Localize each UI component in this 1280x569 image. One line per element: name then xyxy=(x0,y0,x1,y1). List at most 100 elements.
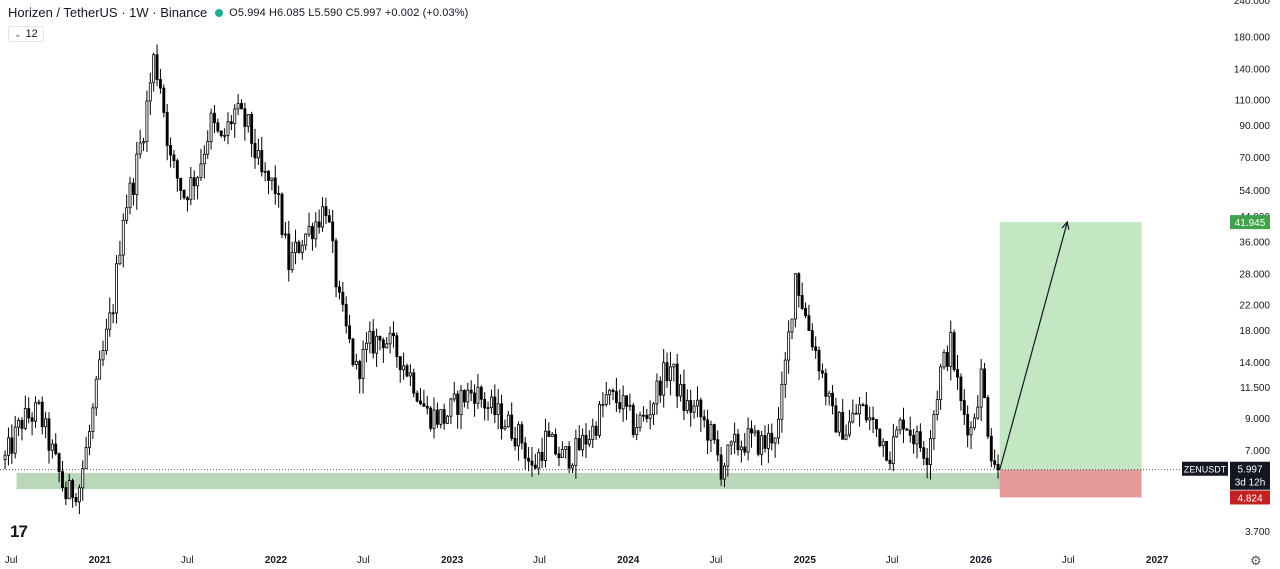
candle xyxy=(294,229,297,265)
candle xyxy=(442,403,446,430)
candle-body xyxy=(54,443,58,455)
candle xyxy=(138,129,142,159)
candle xyxy=(790,318,794,340)
ohlc-readout: O5.994 H6.085 L5.590 C5.997 +0.002 (+0.0… xyxy=(229,7,468,19)
y-tick-label: 22.000 xyxy=(1239,300,1270,311)
candle-body xyxy=(875,419,878,430)
candle-body xyxy=(847,421,851,436)
candle-body xyxy=(287,233,291,271)
candle-body xyxy=(469,389,473,394)
gear-icon[interactable]: ⚙ xyxy=(1250,553,1262,568)
candle xyxy=(625,395,628,420)
candle xyxy=(13,415,17,459)
candle xyxy=(682,369,686,421)
candle xyxy=(111,304,115,324)
candle xyxy=(273,165,277,205)
candle xyxy=(871,406,875,434)
candle xyxy=(905,427,909,431)
candle xyxy=(976,395,980,420)
candle-body xyxy=(304,233,308,246)
candle-body xyxy=(125,207,129,221)
candle-body xyxy=(631,404,635,436)
candle-body xyxy=(310,226,314,240)
candle-body xyxy=(402,365,406,371)
candle-body xyxy=(503,426,507,430)
candle-body xyxy=(44,418,48,428)
stop-price-badge xyxy=(1230,490,1270,505)
candle xyxy=(91,403,95,439)
candle-body xyxy=(743,446,747,453)
candle-body xyxy=(993,460,997,465)
candle xyxy=(716,430,720,462)
candle-body xyxy=(108,312,112,330)
candle-body xyxy=(449,398,453,417)
candle xyxy=(685,389,689,414)
candle-body xyxy=(554,434,558,455)
candle xyxy=(898,417,902,435)
candle-body xyxy=(793,273,797,320)
candle xyxy=(64,481,68,506)
x-tick-label: Jul xyxy=(533,555,546,566)
y-tick-label: 240.000 xyxy=(1234,0,1271,7)
candle xyxy=(925,448,929,479)
symbol-title[interactable]: Horizen / TetherUS · 1W · Binance xyxy=(8,5,208,20)
candle-body xyxy=(766,432,770,449)
candle-body xyxy=(550,434,554,437)
candle-body xyxy=(412,372,416,394)
candle xyxy=(777,407,780,445)
candle xyxy=(952,329,956,372)
candle-body xyxy=(243,108,247,127)
candle xyxy=(3,450,7,470)
candle-body xyxy=(283,233,287,236)
candle xyxy=(77,484,81,515)
candle-body xyxy=(560,449,564,458)
candle-body xyxy=(30,417,34,422)
tradingview-logo-icon[interactable]: 17 xyxy=(10,522,28,541)
candle-body xyxy=(169,145,173,156)
indicator-toggle[interactable]: ⌄ 12 xyxy=(8,26,44,42)
candle-body xyxy=(81,468,85,489)
candle-body xyxy=(854,412,858,415)
candle-body xyxy=(770,432,774,444)
candle xyxy=(479,385,483,408)
candle xyxy=(993,449,997,469)
candle-body xyxy=(246,114,250,127)
candle-body xyxy=(517,424,520,447)
candle-body xyxy=(935,399,939,415)
candle xyxy=(358,359,362,394)
candle-body xyxy=(152,54,156,84)
candle xyxy=(574,429,578,479)
candle-body xyxy=(628,404,632,407)
candle xyxy=(550,432,554,437)
candle-body xyxy=(976,406,980,419)
candle-body xyxy=(371,330,375,354)
target-price-badge xyxy=(1230,215,1270,230)
candle-body xyxy=(459,390,463,416)
candle-body xyxy=(584,434,588,445)
candle xyxy=(500,394,504,440)
candle-body xyxy=(348,325,352,340)
candle-body xyxy=(131,182,135,195)
candle-body xyxy=(145,100,149,142)
candle xyxy=(611,388,615,401)
candle xyxy=(172,150,176,169)
candle xyxy=(50,439,54,459)
candle xyxy=(354,353,358,370)
candle xyxy=(520,421,524,450)
y-tick-label: 36.000 xyxy=(1239,238,1270,249)
candle-body xyxy=(213,112,216,124)
candle-body xyxy=(10,437,14,454)
y-tick-label: 11.500 xyxy=(1240,383,1270,394)
candle xyxy=(54,433,58,456)
candle xyxy=(260,136,264,177)
candle-body xyxy=(462,390,466,403)
candle-body xyxy=(908,429,912,436)
x-tick-label: Jul xyxy=(710,555,723,566)
candle-body xyxy=(668,366,672,381)
candle-body xyxy=(351,338,355,365)
candle xyxy=(675,353,679,409)
candle-body xyxy=(408,372,412,377)
candle-body xyxy=(696,399,699,407)
y-tick-label: 14.000 xyxy=(1239,358,1270,369)
